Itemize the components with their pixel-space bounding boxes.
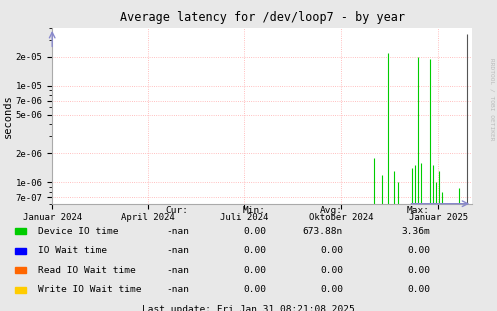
- Text: RRDTOOL / TOBI OETIKER: RRDTOOL / TOBI OETIKER: [490, 58, 495, 141]
- Text: -nan: -nan: [166, 227, 189, 235]
- Text: 3.36m: 3.36m: [401, 227, 430, 235]
- Text: Read IO Wait time: Read IO Wait time: [38, 266, 136, 275]
- Text: 0.00: 0.00: [320, 266, 343, 275]
- Text: 0.00: 0.00: [407, 266, 430, 275]
- Text: 673.88n: 673.88n: [303, 227, 343, 235]
- Text: Device IO time: Device IO time: [38, 227, 119, 235]
- Text: 0.00: 0.00: [243, 227, 266, 235]
- Y-axis label: seconds: seconds: [3, 94, 13, 138]
- Text: 0.00: 0.00: [320, 246, 343, 255]
- Text: 0.00: 0.00: [243, 285, 266, 294]
- Text: -nan: -nan: [166, 266, 189, 275]
- Text: 0.00: 0.00: [243, 266, 266, 275]
- Text: Cur:: Cur:: [166, 206, 189, 215]
- Text: -nan: -nan: [166, 246, 189, 255]
- Text: Write IO Wait time: Write IO Wait time: [38, 285, 142, 294]
- Text: -nan: -nan: [166, 285, 189, 294]
- Text: Min:: Min:: [243, 206, 266, 215]
- Text: 0.00: 0.00: [243, 246, 266, 255]
- Text: Avg:: Avg:: [320, 206, 343, 215]
- Text: IO Wait time: IO Wait time: [38, 246, 107, 255]
- Text: Last update: Fri Jan 31 08:21:08 2025: Last update: Fri Jan 31 08:21:08 2025: [142, 305, 355, 311]
- Title: Average latency for /dev/loop7 - by year: Average latency for /dev/loop7 - by year: [120, 11, 405, 24]
- Text: 0.00: 0.00: [407, 246, 430, 255]
- Text: 0.00: 0.00: [407, 285, 430, 294]
- Text: Max:: Max:: [407, 206, 430, 215]
- Text: 0.00: 0.00: [320, 285, 343, 294]
